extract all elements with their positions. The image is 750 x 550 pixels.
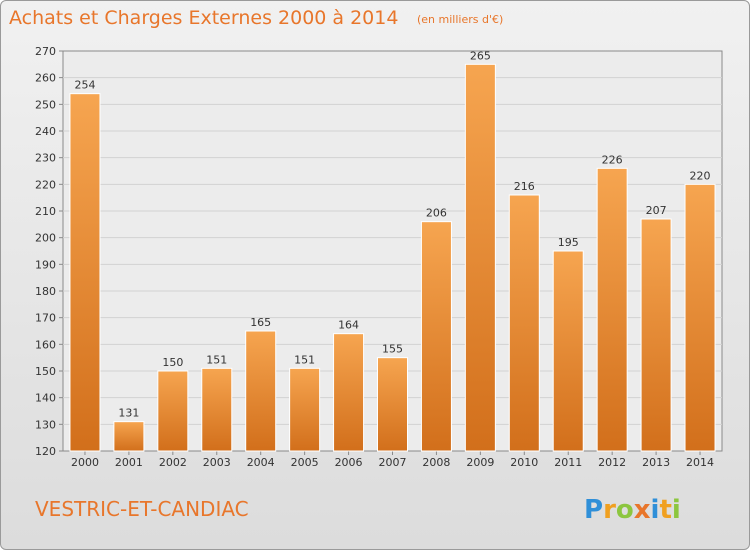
chart-title: Achats et Charges Externes 2000 à 2014: [9, 7, 399, 29]
y-tick-label: 260: [35, 72, 56, 85]
x-tick-label: 2002: [159, 456, 187, 469]
value-label: 155: [382, 343, 403, 356]
value-label: 150: [162, 356, 183, 369]
x-tick-label: 2012: [598, 456, 626, 469]
bar-2004: [245, 330, 277, 452]
y-tick-label: 270: [35, 45, 56, 58]
y-tick-label: 160: [35, 338, 56, 351]
value-label: 195: [558, 236, 579, 249]
bar-2010: [508, 194, 540, 452]
y-tick-label: 120: [35, 445, 56, 458]
x-tick-label: 2005: [291, 456, 319, 469]
y-tick-label: 210: [35, 205, 56, 218]
value-label: 165: [250, 316, 271, 329]
value-label: 254: [74, 79, 95, 92]
proxiti-logo: Proxiti: [584, 495, 681, 525]
bar-2012: [596, 167, 628, 452]
bar-2011: [552, 250, 584, 452]
value-label: 265: [470, 49, 491, 62]
bar-2009: [464, 63, 496, 452]
y-tick-label: 150: [35, 365, 56, 378]
svg-text:Proxiti: Proxiti: [584, 495, 681, 525]
x-tick-label: 2013: [642, 456, 670, 469]
x-tick-label: 2009: [466, 456, 494, 469]
bar-2001: [113, 421, 145, 452]
y-tick-label: 220: [35, 178, 56, 191]
y-tick-label: 140: [35, 392, 56, 405]
bar-2013: [640, 218, 672, 452]
value-label: 131: [118, 407, 139, 420]
x-tick-label: 2014: [686, 456, 714, 469]
bar-2005: [289, 367, 321, 452]
y-tick-label: 130: [35, 418, 56, 431]
x-tick-label: 2008: [422, 456, 450, 469]
bar-2003: [201, 367, 233, 452]
bar-2002: [157, 370, 189, 452]
x-tick-label: 2006: [335, 456, 363, 469]
y-tick-label: 250: [35, 98, 56, 111]
place-name: VESTRIC-ET-CANDIAC: [35, 497, 249, 521]
x-tick-label: 2007: [379, 456, 407, 469]
y-tick-label: 180: [35, 285, 56, 298]
chart-subtitle: (en milliers d'€): [417, 13, 504, 26]
y-tick-label: 240: [35, 125, 56, 138]
value-label: 151: [206, 353, 227, 366]
bar-2014: [684, 183, 716, 452]
value-label: 151: [294, 353, 315, 366]
value-label: 226: [602, 153, 623, 166]
y-tick-label: 230: [35, 152, 56, 165]
value-label: 164: [338, 319, 359, 332]
y-tick-label: 200: [35, 232, 56, 245]
x-tick-label: 2004: [247, 456, 275, 469]
bar-2007: [377, 357, 408, 452]
x-tick-label: 2000: [71, 456, 99, 469]
x-tick-label: 2010: [510, 456, 538, 469]
y-tick-label: 190: [35, 258, 56, 271]
value-label: 206: [426, 207, 447, 220]
y-tick-label: 170: [35, 312, 56, 325]
value-label: 207: [646, 204, 667, 217]
x-tick-label: 2003: [203, 456, 231, 469]
x-tick-label: 2011: [554, 456, 582, 469]
bar-2006: [333, 333, 365, 452]
bar-2008: [420, 221, 452, 452]
value-label: 216: [514, 180, 535, 193]
value-label: 220: [690, 169, 711, 182]
bar-2000: [69, 93, 101, 452]
x-tick-label: 2001: [115, 456, 143, 469]
